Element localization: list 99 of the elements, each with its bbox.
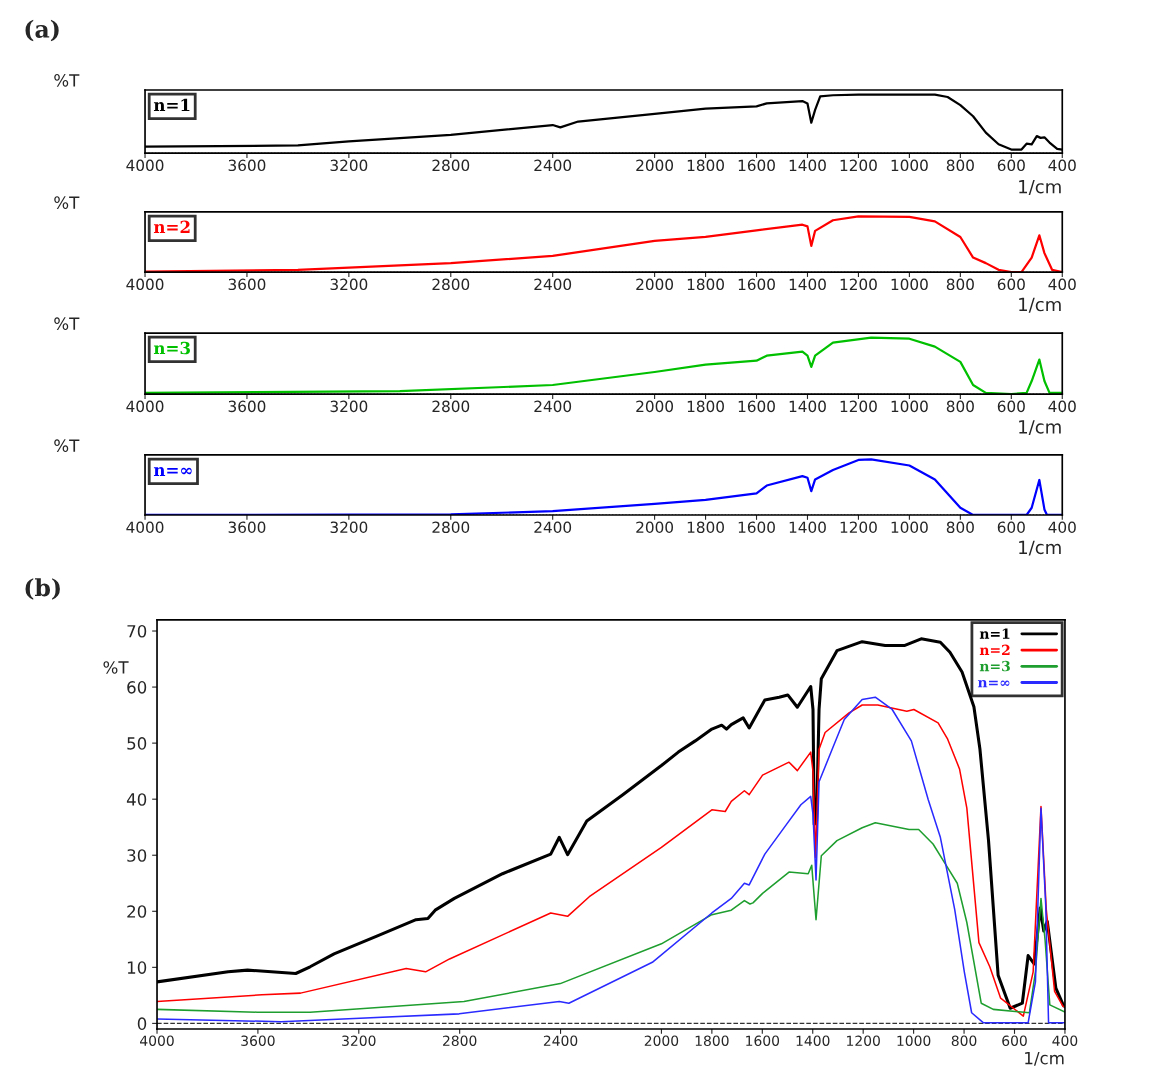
legend-label: n=∞ — [977, 679, 1010, 688]
x-tick-label: 1800 — [687, 159, 724, 172]
text: n=1 — [153, 98, 190, 111]
y-axis-title: %T — [54, 439, 80, 452]
line-series — [157, 821, 1065, 1014]
x-axis-title: 1/cm — [1019, 180, 1061, 195]
x-tick-label: 1200 — [840, 521, 877, 534]
x-axis-title: 1/cm — [1019, 540, 1061, 556]
x-tick-label: 1600 — [738, 400, 775, 413]
x-tick-label: 2800 — [432, 521, 470, 534]
x-tick-label: 1400 — [789, 278, 826, 291]
x-tick-label: 1000 — [891, 400, 928, 413]
x-tick-label: 4000 — [126, 400, 164, 413]
x-tick-label: 1200 — [840, 159, 877, 172]
x-tick-label: 1000 — [891, 159, 928, 172]
y-axis-title: %T — [54, 196, 80, 209]
text: n=2 — [153, 220, 190, 233]
x-tick-label: 4000 — [126, 278, 164, 291]
y-tick-label: 40 — [126, 793, 147, 806]
x-tick-label: 1800 — [687, 521, 724, 534]
x-axis-title: 1/cm — [1019, 420, 1061, 436]
x-tick-label: 4000 — [126, 159, 164, 172]
x-tick-label: 800 — [946, 521, 974, 534]
y-tick-label: 50 — [127, 737, 147, 750]
legend-label: n=1 — [979, 628, 1010, 639]
text: n=3 — [153, 341, 190, 355]
x-tick-label: 3200 — [330, 278, 368, 291]
x-tick-label: 2800 — [443, 1035, 477, 1046]
x-tick-label: 3600 — [241, 1035, 275, 1046]
x-tick-label: 800 — [946, 159, 974, 172]
x-tick-label: 4000 — [140, 1035, 174, 1046]
x-tick-label: 1800 — [687, 400, 724, 413]
x-tick-label: 1600 — [738, 278, 775, 291]
x-tick-label: 1800 — [695, 1035, 729, 1046]
x-tick-label: 2400 — [534, 400, 572, 413]
x-tick-label: 400 — [1048, 400, 1076, 413]
y-tick-label: 10 — [127, 961, 147, 974]
legend-label: n=3 — [979, 660, 1010, 672]
x-tick-label: 1400 — [789, 400, 826, 413]
x-tick-label: 3600 — [228, 400, 266, 413]
x-tick-label: 2400 — [534, 278, 572, 291]
x-tick-label: 1600 — [746, 1035, 780, 1046]
chart-title: (b) — [25, 578, 60, 600]
x-tick-label: 600 — [997, 400, 1025, 413]
y-axis-title: %T — [103, 661, 129, 674]
x-tick-label: 1200 — [840, 278, 877, 291]
x-tick-label: 600 — [997, 278, 1025, 291]
chart-title: (a) — [25, 19, 59, 42]
y-axis-title: %T — [54, 317, 80, 330]
x-tick-label: 800 — [946, 400, 974, 413]
x-tick-label: 3600 — [228, 159, 266, 172]
y-tick-label: 60 — [127, 681, 147, 694]
x-tick-label: 2000 — [636, 159, 674, 172]
x-tick-label: 800 — [951, 1035, 977, 1046]
x-tick-label: 1600 — [738, 159, 775, 172]
y-tick-label: 30 — [127, 849, 147, 862]
x-tick-label: 2800 — [432, 159, 470, 172]
x-tick-label: 2000 — [644, 1035, 679, 1046]
x-tick-label: 3200 — [330, 521, 368, 534]
x-tick-label: 1400 — [789, 521, 826, 534]
text: n=∞ — [153, 467, 192, 476]
x-tick-label: 1200 — [840, 400, 877, 413]
x-tick-label: 2400 — [543, 1035, 578, 1046]
x-tick-label: 1600 — [738, 521, 775, 534]
x-tick-label: 400 — [1048, 521, 1076, 534]
x-tick-label: 800 — [946, 278, 974, 291]
x-tick-label: 400 — [1048, 278, 1076, 291]
y-tick-label: 20 — [127, 905, 147, 918]
x-tick-label: 1400 — [789, 159, 826, 172]
x-tick-label: 4000 — [126, 521, 164, 534]
x-tick-label: 2000 — [636, 521, 674, 534]
y-tick-label: 0 — [137, 1017, 147, 1030]
legend-label: n=2 — [979, 644, 1010, 655]
x-tick-label: 3200 — [330, 159, 368, 172]
x-tick-label: 400 — [1048, 159, 1076, 172]
x-axis-title: 1/cm — [1019, 297, 1061, 313]
x-tick-label: 2000 — [636, 400, 674, 413]
x-tick-label: 2800 — [432, 400, 470, 413]
x-tick-label: 600 — [1002, 1035, 1027, 1046]
x-tick-label: 1000 — [897, 1035, 931, 1046]
x-tick-label: 2000 — [636, 278, 674, 291]
x-tick-label: 1200 — [847, 1035, 880, 1046]
y-axis-title: %T — [54, 74, 80, 87]
x-tick-label: 1000 — [891, 278, 928, 291]
x-tick-label: 600 — [997, 521, 1025, 534]
x-tick-label: 2800 — [432, 278, 470, 291]
x-tick-label: 3200 — [330, 400, 368, 413]
x-tick-label: 2400 — [534, 159, 572, 172]
x-tick-label: 400 — [1052, 1035, 1078, 1046]
x-tick-label: 1800 — [687, 278, 724, 291]
x-axis-title: 1/cm — [1025, 1052, 1064, 1066]
y-tick-label: 70 — [127, 624, 147, 638]
x-tick-label: 1400 — [796, 1035, 830, 1046]
x-tick-label: 3200 — [342, 1035, 376, 1046]
x-tick-label: 3600 — [228, 521, 266, 534]
x-tick-label: 3600 — [228, 278, 266, 291]
x-tick-label: 600 — [997, 159, 1025, 172]
x-tick-label: 2400 — [534, 521, 572, 534]
x-tick-label: 1000 — [891, 521, 928, 534]
